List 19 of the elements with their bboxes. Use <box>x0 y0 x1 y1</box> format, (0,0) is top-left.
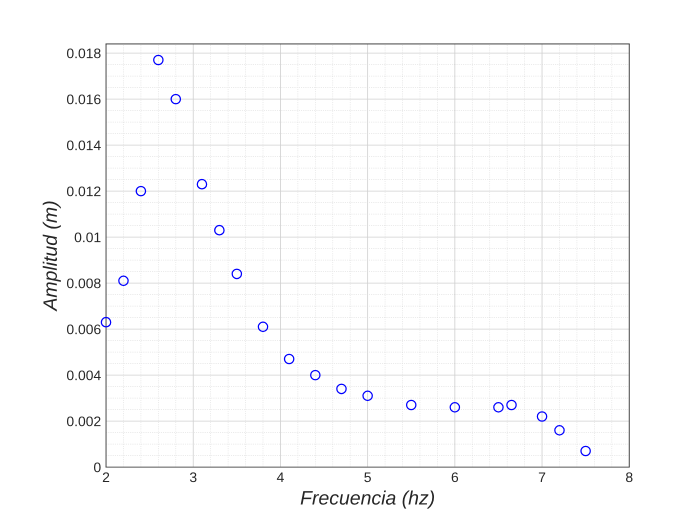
x-tick-label: 2 <box>102 472 110 482</box>
x-tick-label: 7 <box>538 472 546 482</box>
y-tick-label: 0.012 <box>66 186 100 196</box>
x-axis-title: Frecuencia (hz) <box>300 490 434 509</box>
y-tick-label: 0.018 <box>66 48 101 58</box>
y-tick-label: 0.004 <box>66 370 101 380</box>
y-tick-label: 0.008 <box>66 278 101 288</box>
y-tick-label: 0.016 <box>66 94 101 104</box>
y-tick-label: 0.006 <box>66 324 101 334</box>
x-tick-label: 5 <box>364 472 371 482</box>
x-tick-label: 3 <box>190 472 196 482</box>
x-tick-label: 4 <box>276 472 284 482</box>
x-tick-label: 6 <box>452 472 458 482</box>
y-tick-label: 0.002 <box>66 416 100 426</box>
y-tick-label: 0.01 <box>74 232 100 242</box>
y-axis-title: Amplitud (m) <box>42 202 61 312</box>
y-tick-label: 0.014 <box>66 140 101 150</box>
x-tick-label: 8 <box>626 472 632 482</box>
y-tick-label: 0 <box>94 462 101 472</box>
